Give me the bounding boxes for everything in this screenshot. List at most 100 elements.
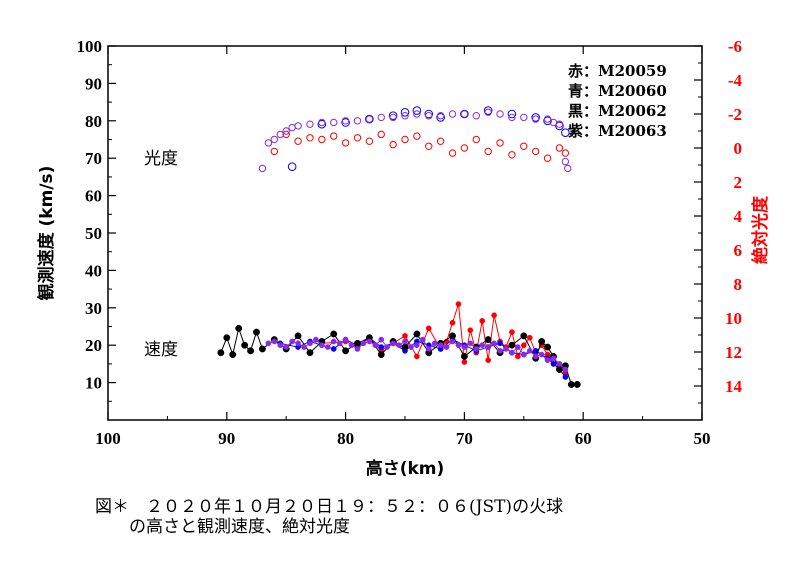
speed-point — [378, 344, 385, 350]
x-axis-ticks: 100 90 80 70 60 50 — [95, 46, 711, 448]
speed-point — [330, 346, 337, 352]
brightness-point — [561, 149, 570, 157]
speed-point — [515, 353, 521, 360]
speed-point — [307, 340, 313, 347]
x-tick-label: 90 — [218, 429, 235, 448]
speed-point — [384, 344, 391, 350]
y-tick-label: 70 — [85, 149, 102, 168]
speed-point — [497, 340, 503, 347]
speed-point — [413, 330, 421, 338]
speed-point — [258, 345, 266, 353]
speed-point — [330, 338, 337, 345]
brightness-point — [448, 149, 457, 157]
speed-point — [467, 327, 474, 334]
y2-tick-label: 4 — [734, 207, 743, 226]
speed-point — [354, 339, 361, 347]
speed-point — [277, 342, 284, 349]
brightness-point — [425, 142, 433, 151]
legend-entry-m20060: 青：M20060 — [568, 82, 667, 100]
y2-tick-label: 10 — [725, 309, 742, 328]
caption-line-2: の高さと観測速度、絶対光度 — [95, 517, 350, 537]
speed-point — [479, 318, 486, 324]
speed-point — [295, 340, 301, 347]
speed-point — [509, 349, 515, 356]
speed-point — [538, 351, 545, 358]
brightness-point — [389, 113, 397, 122]
speed-point — [455, 342, 462, 349]
brightness-series-m20063 — [258, 108, 572, 173]
speed-point — [461, 359, 468, 365]
speed-point — [509, 329, 515, 335]
speed-point — [348, 342, 355, 349]
brightness-point — [543, 154, 552, 162]
speed-point — [526, 334, 533, 341]
figure-caption: 図＊ ２０２０年１０月２０日１９：５２：０６(JST)の火球 の高さと観測速度、… — [95, 497, 775, 537]
x-tick-label: 70 — [456, 429, 473, 448]
speed-point — [402, 333, 408, 339]
y2-tick-label: -2 — [728, 105, 742, 124]
speed-point — [425, 325, 432, 332]
speed-point — [283, 344, 290, 350]
speed-point — [449, 338, 456, 345]
brightness-point — [377, 130, 385, 139]
y2-tick-label: 12 — [725, 343, 742, 362]
brightness-point — [388, 111, 398, 120]
y-tick-label: 30 — [85, 299, 102, 318]
speed-point — [550, 361, 557, 367]
y-tick-label: 50 — [85, 224, 102, 243]
brightness-point — [276, 130, 284, 139]
brightness-point — [436, 113, 445, 122]
brightness-point — [330, 132, 338, 140]
speed-point — [467, 340, 474, 347]
speed-point — [289, 338, 295, 345]
speed-point — [532, 353, 539, 360]
brightness-point — [472, 135, 480, 144]
brightness-point — [318, 118, 326, 127]
y2-tick-label: 0 — [734, 139, 743, 158]
brightness-point — [484, 108, 492, 117]
speed-point — [449, 319, 456, 326]
brightness-point — [294, 137, 302, 145]
brightness-point — [555, 144, 564, 152]
speed-point — [324, 344, 331, 350]
brightness-point — [377, 113, 385, 122]
speed-point — [390, 340, 396, 347]
brightness-point — [365, 114, 374, 124]
speed-point — [408, 344, 414, 350]
y2-tick-label: -4 — [728, 71, 743, 90]
brightness-point — [555, 121, 564, 131]
y-tick-label: 40 — [85, 261, 102, 280]
brightness-point — [483, 106, 493, 115]
brightness-point — [496, 110, 504, 118]
y2-tick-label: 8 — [734, 275, 743, 294]
speed-point — [431, 340, 438, 347]
speed-point — [223, 334, 231, 342]
y2-tick-label: -6 — [728, 37, 742, 56]
y-tick-label: 90 — [85, 74, 102, 93]
speed-point — [217, 349, 225, 357]
speed-point — [538, 338, 546, 345]
speed-point — [396, 342, 402, 349]
brightness-point — [341, 139, 350, 147]
speed-point — [342, 336, 349, 343]
brightness-point — [294, 122, 302, 130]
speed-point — [401, 343, 409, 351]
brightness-point — [424, 109, 434, 119]
speed-point — [301, 344, 307, 350]
brightness-point — [531, 147, 540, 156]
x-tick-label: 80 — [337, 429, 354, 448]
legend-entry-m20063: 紫：M20063 — [568, 122, 667, 140]
speed-point — [372, 342, 379, 349]
speed-point — [556, 361, 563, 367]
speed-series-m20059 — [318, 301, 569, 377]
speed-point — [520, 332, 528, 340]
speed-point — [526, 347, 533, 354]
brightness-point — [543, 116, 552, 126]
speed-point — [520, 351, 527, 358]
speed-point — [449, 332, 456, 340]
brightness-series-m20060 — [287, 106, 570, 171]
y2-tick-label: 2 — [734, 173, 743, 192]
speed-point — [247, 347, 255, 355]
brightness-point — [341, 117, 350, 125]
